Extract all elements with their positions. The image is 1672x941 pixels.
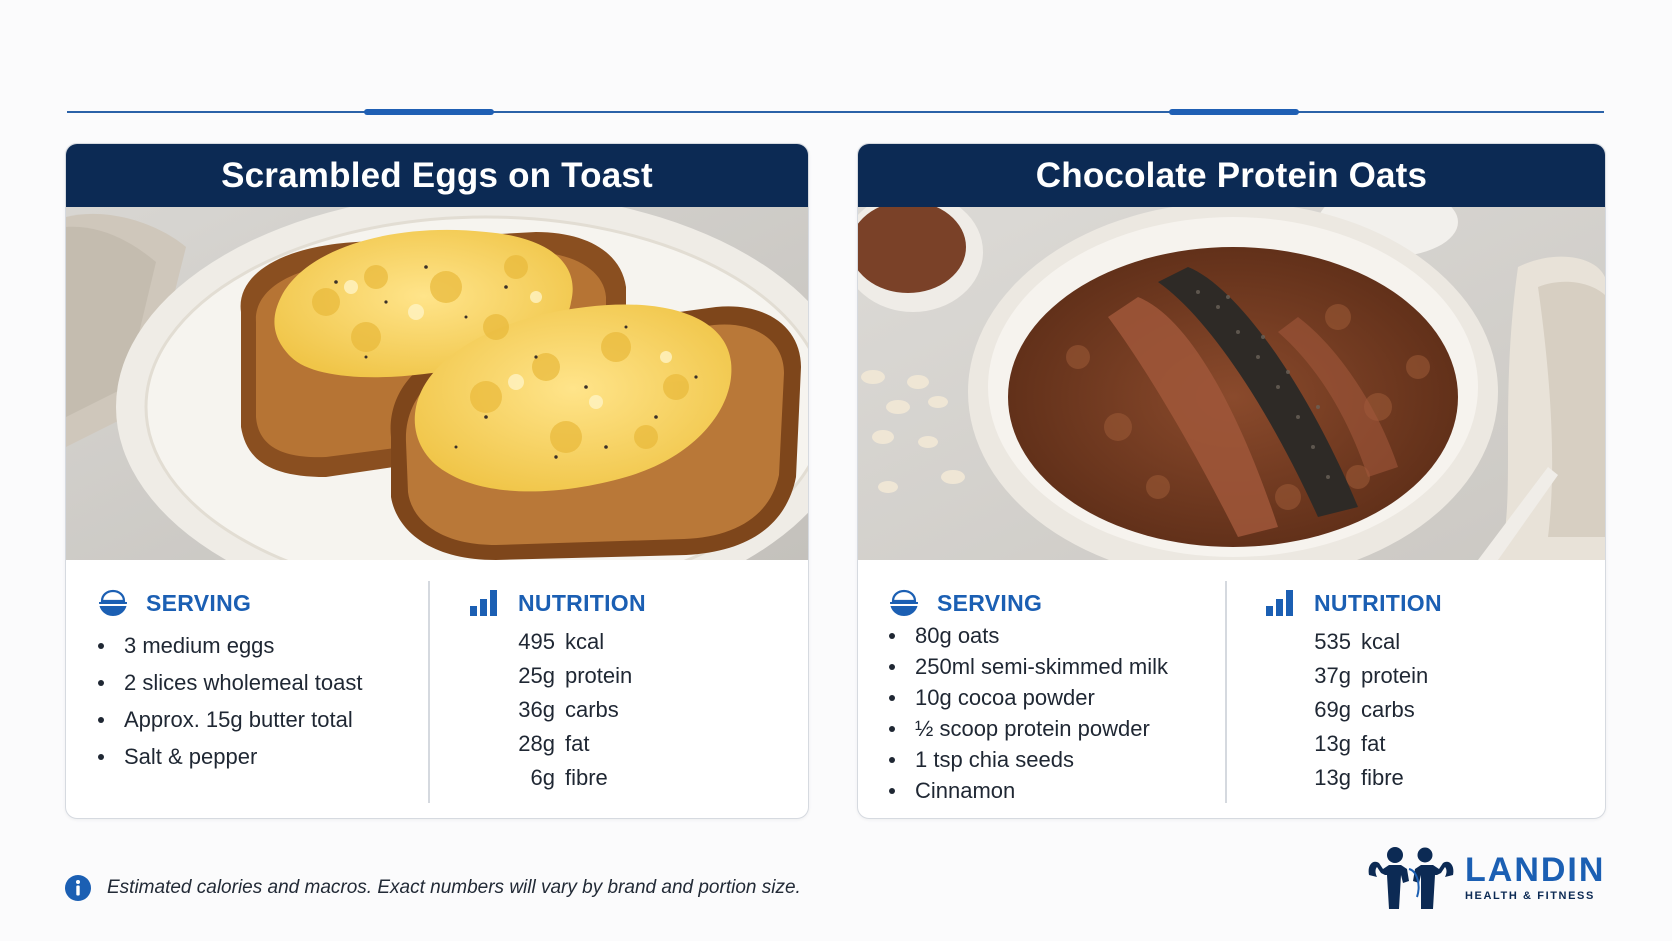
info-icon (65, 875, 91, 901)
serving-list: 3 medium eggs 2 slices wholemeal toast A… (96, 627, 362, 775)
logo-tagline: HEALTH & FITNESS (1465, 889, 1595, 902)
nutrition-row: 28g fat (515, 727, 632, 761)
nutrition-column: NUTRITION 535 kcal 37g protein 69g carbs… (1234, 560, 1605, 818)
nutrition-value: 495 (518, 629, 555, 654)
serving-item: Salt & pepper (96, 738, 362, 775)
nutrition-value: 13g (1314, 765, 1351, 790)
nutrition-value: 13g (1314, 731, 1351, 756)
nutrition-unit: kcal (1361, 629, 1401, 654)
serving-item: Cinnamon (887, 775, 1168, 806)
serving-item: Approx. 15g butter total (96, 701, 362, 738)
nutrition-unit: fat (565, 731, 590, 756)
nutrition-unit: kcal (565, 629, 605, 654)
serving-item: 250ml semi-skimmed milk (887, 651, 1168, 682)
nutrition-heading: NUTRITION (468, 588, 646, 618)
card-details: SERVING 3 medium eggs 2 slices wholemeal… (66, 560, 808, 818)
serving-item: 80g oats (887, 620, 1168, 651)
serving-label: SERVING (937, 589, 1043, 616)
nutrition-table: 535 kcal 37g protein 69g carbs 13g fat 1… (1311, 625, 1428, 795)
card-details: SERVING 80g oats 250ml semi-skimmed milk… (858, 560, 1605, 818)
nutrition-unit: fibre (1361, 765, 1404, 790)
nutrition-value: 69g (1314, 697, 1351, 722)
nutrition-row: 37g protein (1311, 659, 1428, 693)
serving-item: 10g cocoa powder (887, 682, 1168, 713)
disclaimer-text: Estimated calories and macros. Exact num… (107, 877, 801, 898)
bar-chart-icon (1266, 590, 1293, 616)
nutrition-unit: fat (1361, 731, 1386, 756)
nutrition-row: 13g fibre (1311, 761, 1428, 795)
nutrition-unit: protein (565, 663, 633, 688)
nutrition-unit: fibre (565, 765, 608, 790)
serving-list: 80g oats 250ml semi-skimmed milk 10g coc… (887, 620, 1168, 806)
serving-heading: SERVING (96, 588, 251, 618)
column-divider (1225, 581, 1227, 803)
bowl-icon (890, 589, 918, 616)
serving-item: ½ scoop protein powder (887, 713, 1168, 744)
serving-item: 3 medium eggs (96, 627, 362, 664)
nutrition-row: 25g protein (515, 659, 632, 693)
logo-wordmark: LANDIN HEALTH & FITNESS (1465, 853, 1605, 902)
nutrition-unit: carbs (1361, 697, 1415, 722)
nutrition-row: 535 kcal (1311, 625, 1428, 659)
footer-disclaimer: Estimated calories and macros. Exact num… (64, 874, 801, 902)
top-divider-accent-right (1169, 109, 1299, 115)
nutrition-value: 37g (1314, 663, 1351, 688)
nutrition-value: 6g (530, 765, 555, 790)
nutrition-row: 495 kcal (515, 625, 632, 659)
chocolate-protein-oats-photo (858, 207, 1605, 560)
serving-item: 2 slices wholemeal toast (96, 664, 362, 701)
bowl-icon (99, 589, 127, 616)
recipe-card-scrambled-eggs: Scrambled Eggs on Toast (65, 143, 809, 819)
nutrition-label: NUTRITION (1314, 589, 1442, 616)
nutrition-row: 69g carbs (1311, 693, 1428, 727)
scrambled-eggs-on-toast-photo (66, 207, 808, 560)
nutrition-value: 36g (518, 697, 555, 722)
recipe-card-chocolate-oats: Chocolate Protein Oats (857, 143, 1606, 819)
logo-name: LANDIN (1465, 850, 1606, 889)
bar-chart-icon (470, 590, 497, 616)
nutrition-row: 36g carbs (515, 693, 632, 727)
nutrition-label: NUTRITION (518, 589, 646, 616)
nutrition-row: 6g fibre (515, 761, 632, 795)
nutrition-row: 13g fat (1311, 727, 1428, 761)
serving-label: SERVING (146, 589, 252, 616)
nutrition-value: 535 (1314, 629, 1351, 654)
column-divider (428, 581, 430, 803)
nutrition-value: 25g (518, 663, 555, 688)
nutrition-table: 495 kcal 25g protein 36g carbs 28g fat 6… (515, 625, 632, 795)
nutrition-column: NUTRITION 495 kcal 25g protein 36g carbs… (438, 560, 808, 818)
nutrition-unit: protein (1361, 663, 1429, 688)
serving-item: 1 tsp chia seeds (887, 744, 1168, 775)
top-divider-accent-left (364, 109, 494, 115)
landin-logo: LANDIN HEALTH & FITNESS (1365, 845, 1605, 909)
serving-heading: SERVING (887, 588, 1042, 618)
card-header: Chocolate Protein Oats (858, 144, 1605, 207)
serving-column: SERVING 80g oats 250ml semi-skimmed milk… (858, 560, 1223, 818)
card-header: Scrambled Eggs on Toast (66, 144, 808, 207)
card-title: Scrambled Eggs on Toast (221, 155, 653, 195)
serving-column: SERVING 3 medium eggs 2 slices wholemeal… (66, 560, 416, 818)
nutrition-heading: NUTRITION (1264, 588, 1442, 618)
flexing-couple-logo (1368, 847, 1454, 909)
card-title: Chocolate Protein Oats (1035, 155, 1428, 195)
top-divider-line (67, 111, 1604, 113)
nutrition-value: 28g (518, 731, 555, 756)
nutrition-unit: carbs (565, 697, 619, 722)
